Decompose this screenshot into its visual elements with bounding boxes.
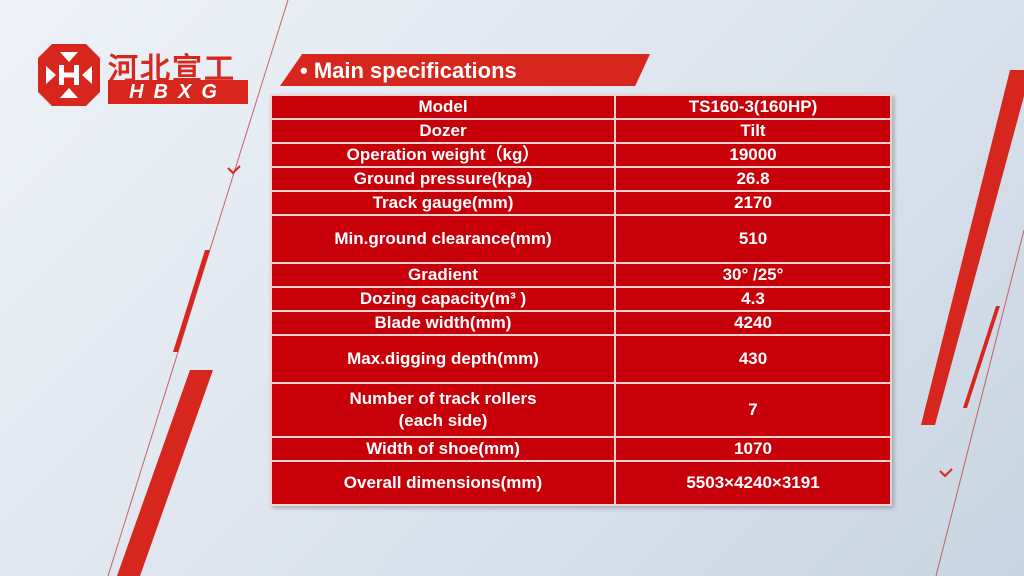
spec-label: Dozer — [270, 118, 616, 144]
spec-value: 430 — [614, 334, 892, 384]
spec-label-line: Number of track rollers — [349, 389, 537, 408]
spec-value: 2170 — [614, 190, 892, 216]
spec-value: 26.8 — [614, 166, 892, 192]
spec-label: Max.digging depth(mm) — [270, 334, 616, 384]
title-band — [280, 54, 650, 86]
table-row: Gradient 30° /25° — [270, 262, 892, 288]
spec-value: 30° /25° — [614, 262, 892, 288]
spec-label: Operation weight（kg） — [270, 142, 616, 168]
table-row: Model TS160-3(160HP) — [270, 94, 892, 120]
left-red-slash — [117, 370, 213, 576]
spec-value: TS160-3(160HP) — [614, 94, 892, 120]
spec-label: Min.ground clearance(mm) — [270, 214, 616, 264]
table-row: Min.ground clearance(mm) 510 — [270, 214, 892, 264]
table-row: Overall dimensions(mm) 5503×4240×3191 — [270, 460, 892, 506]
spec-value: 4.3 — [614, 286, 892, 312]
brand-logo: 河北宣工 HBXG — [38, 44, 253, 106]
table-row: Blade width(mm) 4240 — [270, 310, 892, 336]
left-thin-red-slash — [173, 250, 210, 352]
table-row: Number of track rollers (each side) 7 — [270, 382, 892, 438]
table-row: Dozer Tilt — [270, 118, 892, 144]
table-row: Max.digging depth(mm) 430 — [270, 334, 892, 384]
spec-label-line: (each side) — [398, 411, 488, 430]
spec-label: Overall dimensions(mm) — [270, 460, 616, 506]
spec-value: 1070 — [614, 436, 892, 462]
spec-label: Track gauge(mm) — [270, 190, 616, 216]
page-title: • Main specifications — [300, 58, 517, 83]
table-row: Ground pressure(kpa) 26.8 — [270, 166, 892, 192]
chevron-down-icon — [939, 468, 953, 478]
table-row: Width of shoe(mm) 1070 — [270, 436, 892, 462]
spec-label: Dozing capacity(m³ ) — [270, 286, 616, 312]
logo-mark-icon — [38, 44, 100, 106]
chevron-down-icon — [227, 165, 241, 175]
spec-value: 7 — [614, 382, 892, 438]
spec-value: Tilt — [614, 118, 892, 144]
table-row: Operation weight（kg） 19000 — [270, 142, 892, 168]
spec-label: Blade width(mm) — [270, 310, 616, 336]
table-row: Track gauge(mm) 2170 — [270, 190, 892, 216]
spec-value: 510 — [614, 214, 892, 264]
spec-label: Number of track rollers (each side) — [270, 382, 616, 438]
right-red-slash — [921, 70, 1024, 425]
spec-value: 19000 — [614, 142, 892, 168]
spec-label: Model — [270, 94, 616, 120]
spec-label: Gradient — [270, 262, 616, 288]
spec-value: 5503×4240×3191 — [614, 460, 892, 506]
specifications-table: Model TS160-3(160HP) Dozer Tilt Operatio… — [270, 94, 892, 506]
spec-label: Ground pressure(kpa) — [270, 166, 616, 192]
brand-name-en: HBXG — [108, 80, 248, 104]
spec-value: 4240 — [614, 310, 892, 336]
right-thin-red-slash — [963, 306, 1000, 408]
spec-label: Width of shoe(mm) — [270, 436, 616, 462]
table-row: Dozing capacity(m³ ) 4.3 — [270, 286, 892, 312]
